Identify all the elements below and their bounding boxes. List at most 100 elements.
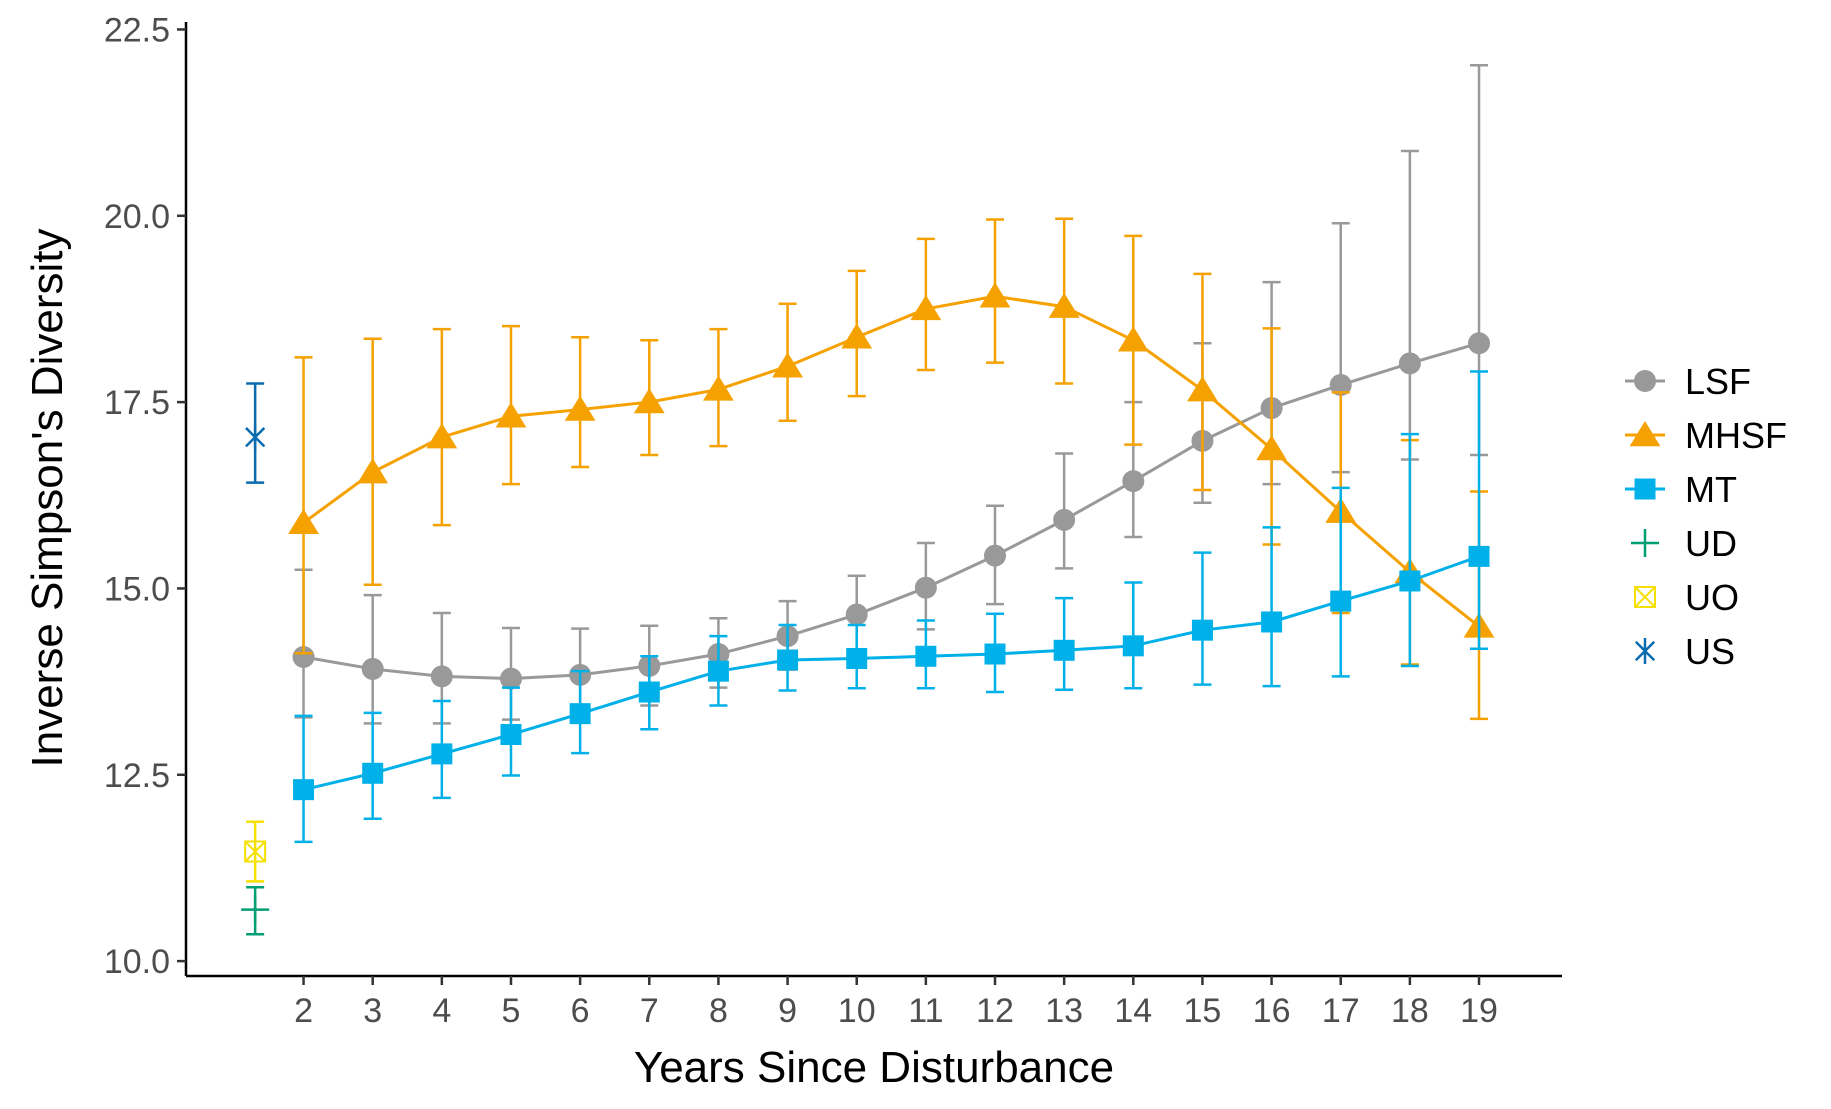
- legend-label-mhsf: MHSF: [1685, 415, 1787, 456]
- x-tick-label: 7: [640, 992, 659, 1030]
- legend-item-lsf: LSF: [1625, 361, 1751, 402]
- mhsf-point: [495, 402, 527, 428]
- lsf-point: [1329, 373, 1352, 396]
- mhsf-point: [357, 458, 389, 484]
- lsf-line: [303, 341, 1480, 681]
- mhsf-point: [633, 388, 665, 414]
- legend-marker-us: [1634, 638, 1656, 664]
- mt-point: [915, 645, 937, 667]
- legend-marker-mhsf: [1629, 421, 1661, 447]
- lsf-point: [1122, 470, 1145, 493]
- legend: LSF MHSF MT UD UO US: [1625, 361, 1787, 672]
- legend-item-ud: UD: [1631, 523, 1737, 564]
- mhsf-point: [1048, 292, 1080, 318]
- x-tick-label: 17: [1322, 992, 1360, 1030]
- mhsf-point: [841, 323, 873, 349]
- lsf-point: [499, 667, 522, 690]
- reference-uo: [244, 820, 267, 883]
- mt-point: [293, 779, 315, 801]
- x-axis-title: Years Since Disturbance: [634, 1043, 1114, 1092]
- mhsf-point: [910, 294, 942, 321]
- mt-line: [303, 554, 1480, 792]
- x-tick-label: 14: [1114, 992, 1152, 1030]
- mt-point: [1330, 590, 1352, 612]
- mt-error-bar: [1193, 551, 1212, 686]
- x-tick-label: 3: [363, 992, 382, 1030]
- lsf-point: [292, 646, 315, 669]
- lsf-point: [1468, 332, 1491, 355]
- x-tick-label: 5: [502, 992, 521, 1030]
- legend-label-ud: UD: [1685, 523, 1737, 564]
- mt-error-bar: [1470, 370, 1489, 651]
- mt-error-bar: [1400, 432, 1419, 668]
- mhsf-point: [1117, 326, 1149, 352]
- mt-point: [1399, 570, 1421, 592]
- mt-point: [1261, 611, 1283, 633]
- lsf-point: [1398, 352, 1421, 375]
- mhsf-point: [426, 423, 458, 449]
- lsf-point: [1053, 508, 1076, 531]
- legend-label-us: US: [1685, 631, 1735, 672]
- y-tick-label: 15.0: [104, 570, 170, 608]
- legend-item-uo: UO: [1634, 577, 1739, 618]
- mt-point: [777, 649, 799, 671]
- mhsf-point: [288, 508, 319, 535]
- legend-marker-uo: [1634, 586, 1656, 608]
- lsf-point: [914, 576, 937, 599]
- x-tick-label: 10: [838, 992, 876, 1030]
- x-tick-label: 2: [294, 992, 313, 1030]
- mt-error-bar: [1331, 486, 1350, 678]
- mt-point: [638, 681, 660, 703]
- lsf-point: [845, 603, 868, 626]
- mt-point: [500, 724, 522, 746]
- y-tick-label: 20.0: [104, 198, 170, 236]
- mhsf-point: [564, 395, 596, 421]
- legend-item-mhsf: MHSF: [1625, 415, 1787, 456]
- mhsf-point: [1187, 376, 1218, 402]
- x-tick-label: 15: [1184, 992, 1222, 1030]
- x-tick-label: 18: [1391, 992, 1429, 1030]
- mt-error-bar: [1262, 526, 1281, 688]
- x-tick-label: 9: [778, 992, 797, 1030]
- legend-label-lsf: LSF: [1685, 361, 1751, 402]
- mt-point: [846, 647, 868, 669]
- y-tick-label: 22.5: [104, 11, 170, 49]
- legend-marker-lsf: [1634, 370, 1656, 392]
- y-tick-label: 17.5: [104, 384, 170, 422]
- ud-point: [241, 895, 270, 924]
- y-tick-label: 10.0: [104, 943, 170, 981]
- lsf-error-bar: [1400, 149, 1419, 461]
- lsf-point: [361, 657, 384, 680]
- legend-item-mt: MT: [1625, 469, 1737, 510]
- x-tick-label: 13: [1045, 992, 1083, 1030]
- x-tick-label: 11: [908, 992, 943, 1030]
- mhsf-point: [1256, 435, 1287, 461]
- mt-point: [431, 743, 453, 765]
- mt-point: [1191, 619, 1213, 641]
- legend-label-mt: MT: [1685, 469, 1737, 510]
- mt-point: [984, 643, 1006, 665]
- us-point: [245, 424, 266, 451]
- x-tick-label: 12: [976, 992, 1014, 1030]
- legend-item-us: US: [1634, 631, 1735, 672]
- reference-us: [245, 382, 266, 484]
- mt-point: [1122, 635, 1144, 657]
- x-tick-label: 4: [432, 992, 451, 1030]
- series-mt: [293, 370, 1490, 844]
- lsf-point: [430, 665, 453, 688]
- reference-ud: [241, 886, 270, 936]
- series-mhsf: [288, 217, 1495, 721]
- axes: 10.0 12.5 15.0 17.5 20.0 22.5 2 3 4 5 6 7 8 9 10 11 12 13…: [104, 11, 1562, 1030]
- mt-error-bar: [294, 714, 313, 844]
- x-tick-label: 16: [1253, 992, 1291, 1030]
- x-tick-label: 19: [1460, 992, 1498, 1030]
- plot-area: [241, 63, 1495, 936]
- mt-point: [707, 660, 729, 682]
- legend-label-uo: UO: [1685, 577, 1739, 618]
- mt-point: [1053, 639, 1075, 661]
- mhsf-point: [772, 352, 803, 378]
- uo-point: [244, 840, 267, 863]
- mhsf-error-bar: [294, 356, 313, 655]
- series-lsf: [292, 63, 1491, 725]
